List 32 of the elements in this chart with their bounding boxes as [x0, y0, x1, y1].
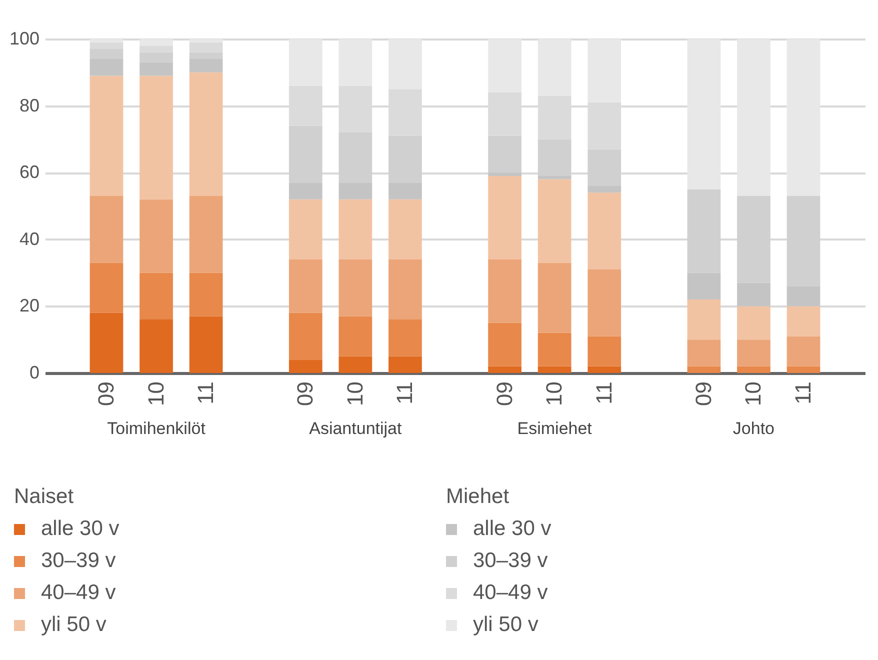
text: Toimihenkilöt: [107, 419, 206, 438]
y-tick-label: 80: [19, 95, 40, 116]
x-tick-label: 10: [542, 382, 567, 406]
x-tick-label: 10: [143, 382, 168, 406]
legend-label: 40–49 v: [41, 581, 116, 605]
x-tick-label: 09: [690, 382, 716, 406]
y-tick-label: 0: [29, 362, 40, 382]
text: Miehet: [446, 485, 510, 509]
legend-label: alle 30 v: [41, 517, 120, 541]
legend-label: yli 50 v: [473, 613, 538, 637]
y-tick-label: 60: [19, 162, 40, 182]
x-tick-label: 11: [193, 382, 218, 404]
text: Esimiehet: [517, 419, 592, 438]
text: Johto: [732, 419, 775, 438]
x-tick-label: 11: [392, 382, 418, 404]
legend-label: alle 30 v: [473, 517, 552, 541]
x-tick-label: 09: [492, 382, 517, 406]
x-tick-label: 10: [740, 382, 766, 406]
y-tick-label: 100: [9, 28, 40, 48]
text: Asiantuntijat: [309, 419, 402, 438]
x-tick-label: 11: [790, 382, 816, 404]
x-tick-label: 09: [292, 382, 318, 406]
legend-label: 30–39 v: [41, 549, 116, 573]
x-tick-label: 10: [342, 382, 368, 406]
legend-label: 40–49 v: [473, 581, 548, 605]
y-tick-label: 40: [19, 228, 40, 249]
x-tick-label: 09: [93, 382, 118, 406]
legend-label: yli 50 v: [41, 613, 106, 637]
x-tick-label: 11: [591, 382, 616, 404]
text: Naiset: [14, 485, 75, 509]
legend-label: 30–39 v: [473, 549, 548, 573]
y-tick-label: 20: [19, 296, 40, 316]
